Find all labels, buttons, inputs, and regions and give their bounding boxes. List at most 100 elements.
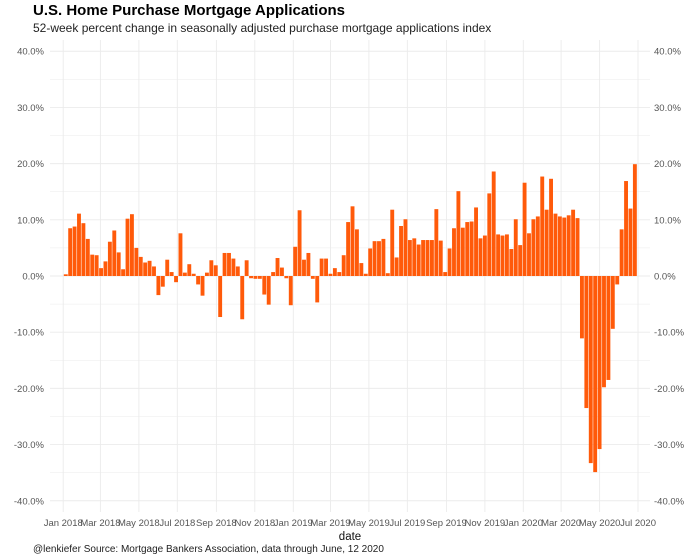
bar <box>191 273 196 276</box>
bar <box>257 276 262 279</box>
bar <box>77 213 81 276</box>
bar <box>134 247 139 276</box>
y-tick-label-right: 30.0% <box>654 103 681 114</box>
bar <box>81 223 86 276</box>
bar <box>72 226 77 276</box>
bar <box>244 260 249 276</box>
bar <box>302 259 306 276</box>
bar <box>271 272 276 276</box>
bar <box>385 273 390 276</box>
bar <box>196 276 201 285</box>
bar <box>584 276 589 409</box>
bar <box>310 276 315 279</box>
bar <box>218 276 223 318</box>
y-tick-label-right: 40.0% <box>654 47 681 58</box>
bar <box>434 209 439 276</box>
bar <box>112 230 117 276</box>
x-tick-label: May 2020 <box>579 518 621 529</box>
x-tick-label: Nov 2019 <box>465 518 506 529</box>
y-axis-left: 40.0% 30.0% 20.0% 10.0% 0.0% -10.0% -20.0% -30.… <box>14 47 45 508</box>
bar <box>474 207 478 276</box>
bar <box>579 276 584 339</box>
bar <box>527 233 531 276</box>
bar <box>421 240 426 276</box>
chart-title: U.S. Home Purchase Mortgage Applications <box>33 2 346 19</box>
bar <box>350 206 355 276</box>
bar <box>531 219 536 276</box>
bar <box>491 171 496 276</box>
bar <box>381 238 386 276</box>
bar <box>99 268 103 276</box>
bar <box>174 276 178 283</box>
bar <box>465 222 470 276</box>
bar <box>513 219 518 276</box>
bar <box>354 229 359 276</box>
bar <box>632 164 637 276</box>
bar <box>103 261 108 276</box>
bar <box>275 258 280 276</box>
bar <box>571 209 576 276</box>
bar <box>487 193 492 276</box>
bar <box>85 238 90 276</box>
bar <box>403 219 408 276</box>
bar <box>496 234 501 276</box>
bar <box>544 209 549 276</box>
bar <box>147 260 152 276</box>
bar <box>482 235 487 276</box>
bar <box>341 255 346 276</box>
x-tick-label: May 2019 <box>348 518 390 529</box>
bar <box>522 182 527 276</box>
y-tick-label-left: 30.0% <box>17 103 44 114</box>
y-tick-label-left: 20.0% <box>17 159 44 170</box>
y-tick-label-left: -20.0% <box>14 384 45 395</box>
x-tick-label: Jul 2020 <box>620 518 656 529</box>
y-tick-label-left: -30.0% <box>14 440 45 451</box>
y-tick-label-right: -10.0% <box>654 328 685 339</box>
x-tick-label: Jul 2019 <box>389 518 425 529</box>
x-axis-title: date <box>339 531 361 543</box>
bar <box>557 216 562 276</box>
y-tick-label-right: -30.0% <box>654 440 685 451</box>
bar <box>315 276 320 303</box>
bar <box>575 218 580 276</box>
bar <box>610 276 615 329</box>
y-tick-label-right: 10.0% <box>654 215 681 226</box>
bar <box>624 181 628 276</box>
y-axis-right: 40.0% 30.0% 20.0% 10.0% 0.0% -10.0% -20.0% -30.… <box>654 47 685 508</box>
bar <box>116 252 121 276</box>
bar <box>213 265 218 276</box>
y-tick-label-left: -40.0% <box>14 496 45 507</box>
x-tick-label: Jul 2018 <box>159 518 195 529</box>
y-tick-label-right: 0.0% <box>654 272 676 283</box>
bar <box>68 228 73 276</box>
bar <box>200 276 205 296</box>
bar <box>628 208 633 276</box>
bar <box>615 276 620 285</box>
bar <box>262 276 267 295</box>
bar <box>368 248 373 276</box>
x-tick-label: Mar 2019 <box>310 518 350 529</box>
bar <box>249 276 253 279</box>
bar <box>319 258 324 276</box>
y-tick-label-left: 10.0% <box>17 215 44 226</box>
bar <box>235 266 240 276</box>
x-tick-label: Mar 2020 <box>541 518 581 529</box>
bar <box>324 258 328 276</box>
bar <box>460 227 465 276</box>
bar <box>121 269 126 276</box>
bar <box>156 276 161 296</box>
bar <box>165 259 170 276</box>
bar <box>209 260 214 276</box>
y-tick-label-left: 0.0% <box>22 272 44 283</box>
bar <box>279 267 284 276</box>
bar <box>390 209 395 276</box>
bar <box>429 240 434 276</box>
bar <box>566 215 571 276</box>
bar <box>293 246 298 276</box>
bar <box>363 273 368 276</box>
bar <box>606 276 611 380</box>
y-tick-label-right: -20.0% <box>654 384 685 395</box>
bar <box>500 235 505 276</box>
x-tick-label: May 2018 <box>118 518 160 529</box>
